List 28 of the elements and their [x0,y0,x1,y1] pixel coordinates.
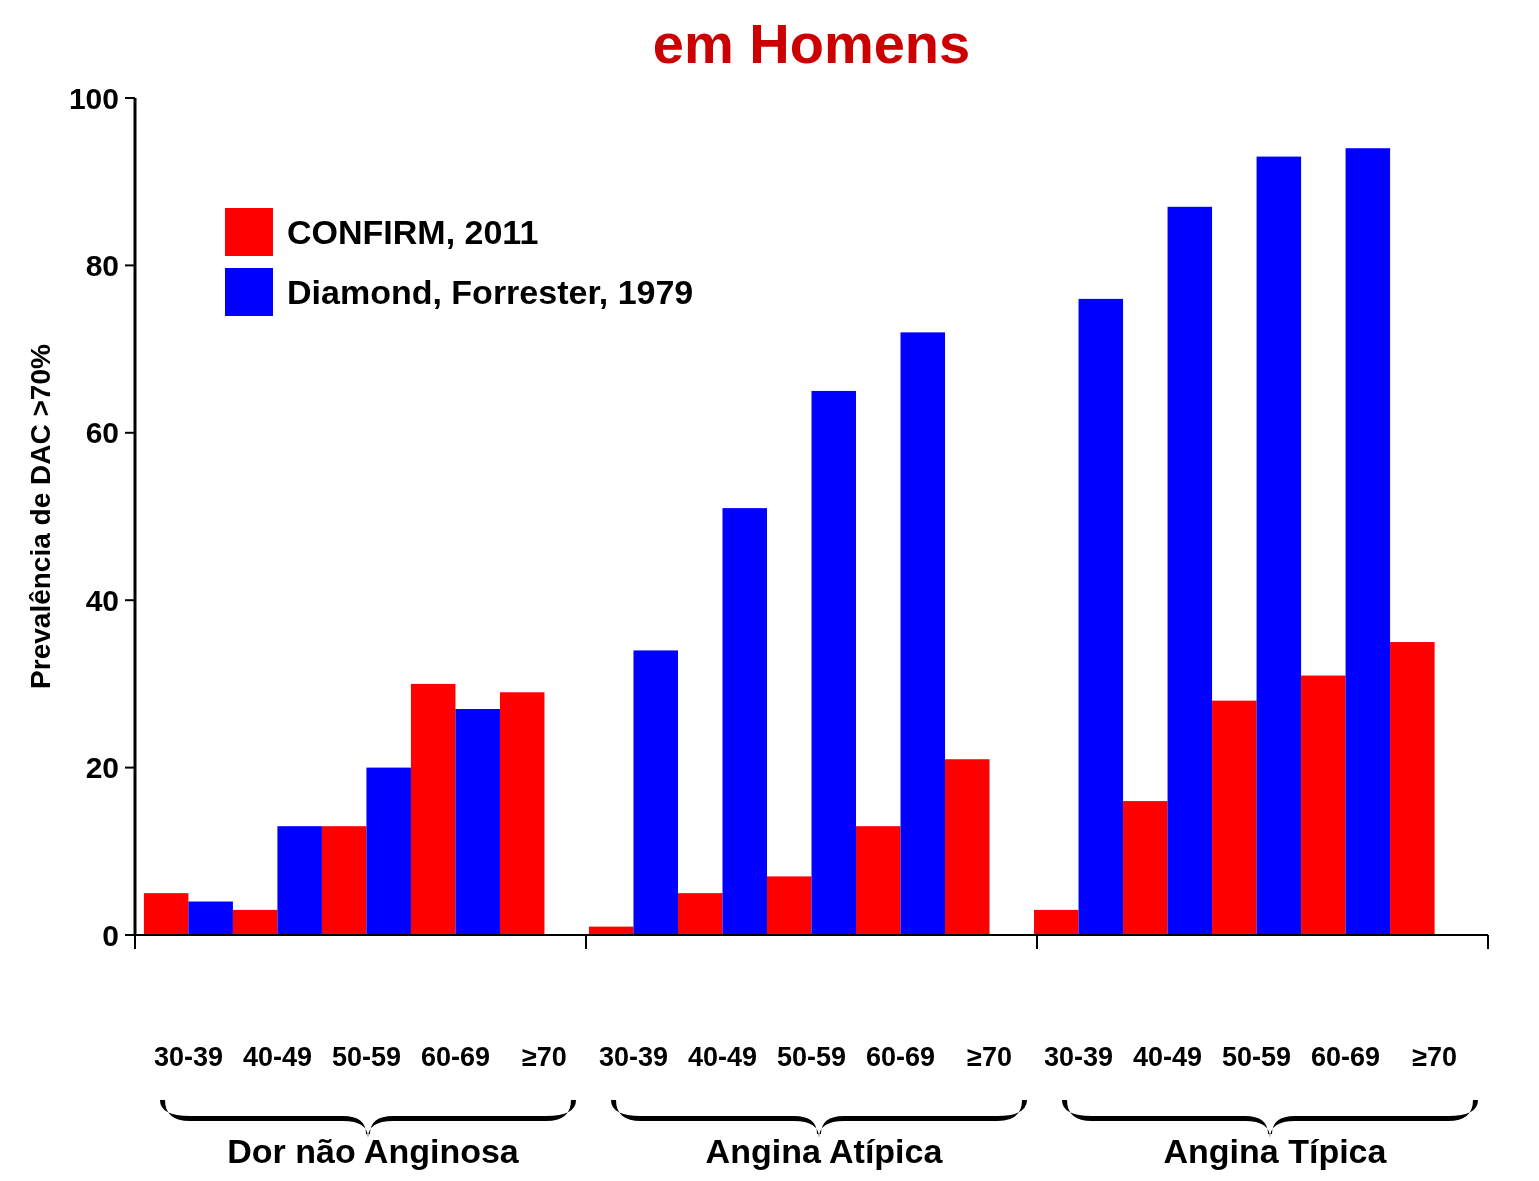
x-tick-label: 40-49 [242,1042,312,1072]
y-tick-label: 80 [85,248,119,282]
legend-label: CONFIRM, 2011 [287,212,539,251]
text: Angina Atípica [705,1132,944,1170]
x-tick-label: 50-59 [331,1042,401,1072]
x-tick-label: 60-69 [865,1042,936,1072]
x-tick-label: 50-59 [1222,1042,1292,1072]
y-tick-label: 20 [85,751,119,785]
x-tick-label: 60-69 [420,1042,490,1072]
x-tick-label: 40-49 [1133,1042,1203,1072]
x-tick-label: 30-39 [153,1042,223,1072]
x-tick-label: ≥70 [522,1042,567,1072]
x-tick-label: 40-49 [687,1042,758,1072]
y-axis-title: Prevalência de DAC >70% [25,344,56,689]
text: Dor não Anginosa [227,1132,520,1170]
x-tick-label: 60-69 [1311,1042,1381,1072]
y-tick-label: 0 [102,918,119,952]
x-tick-label: ≥70 [1412,1042,1458,1072]
y-tick-label: 100 [68,81,119,115]
chart-title: em Homens [652,12,971,75]
x-tick-label: 30-39 [1044,1042,1114,1072]
y-tick-label: 60 [85,416,119,450]
x-tick-label: 50-59 [776,1042,847,1072]
y-tick-label: 40 [85,583,119,617]
x-tick-label: ≥70 [967,1042,1012,1072]
legend-label: Diamond, Forrester, 1979 [287,272,694,311]
text: Angina Típica [1163,1132,1388,1170]
x-tick-label: 30-39 [598,1042,668,1072]
